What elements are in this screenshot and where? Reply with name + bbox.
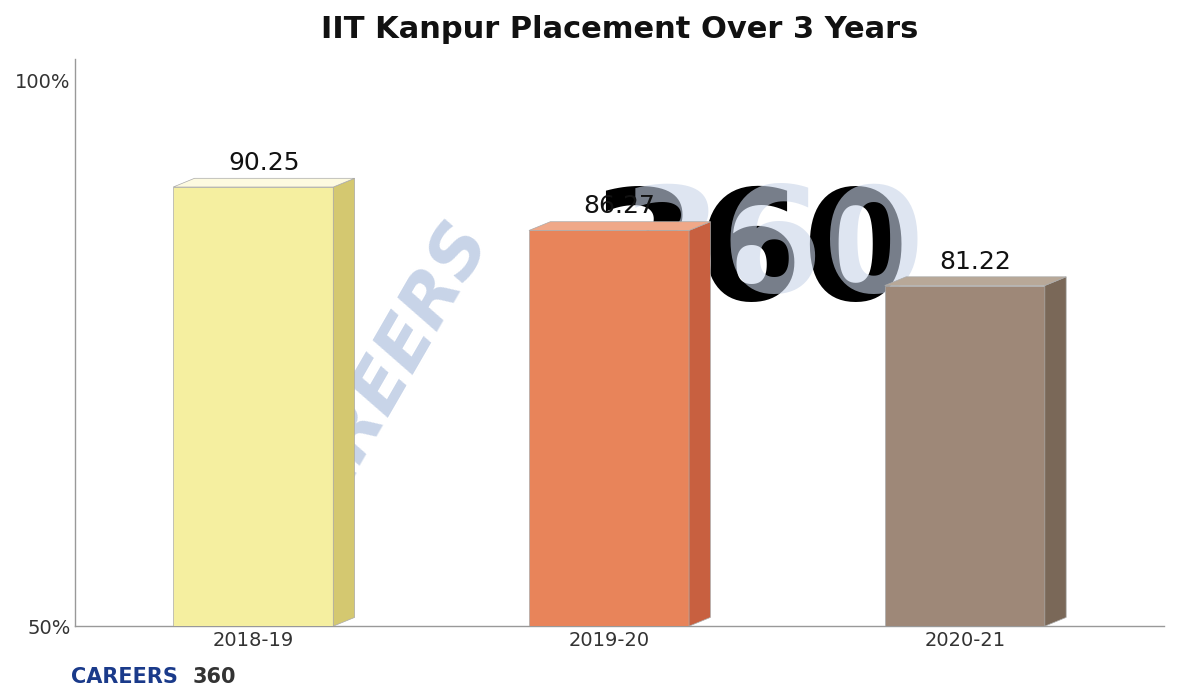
- Text: 81.22: 81.22: [940, 249, 1012, 274]
- Polygon shape: [689, 222, 711, 626]
- Text: 360: 360: [591, 183, 910, 332]
- Text: CAREERS: CAREERS: [71, 667, 178, 687]
- Polygon shape: [529, 222, 711, 230]
- Text: CAREERS: CAREERS: [257, 210, 502, 566]
- Text: 360: 360: [620, 181, 924, 322]
- Title: IIT Kanpur Placement Over 3 Years: IIT Kanpur Placement Over 3 Years: [321, 15, 918, 44]
- Polygon shape: [173, 178, 355, 187]
- Polygon shape: [1045, 276, 1066, 626]
- Polygon shape: [173, 187, 334, 626]
- Polygon shape: [529, 230, 689, 626]
- Polygon shape: [884, 286, 1045, 626]
- Text: 90.25: 90.25: [229, 151, 299, 175]
- Polygon shape: [334, 178, 355, 626]
- Text: 360: 360: [192, 667, 236, 687]
- Polygon shape: [884, 276, 1066, 286]
- Text: 86.27: 86.27: [584, 195, 656, 218]
